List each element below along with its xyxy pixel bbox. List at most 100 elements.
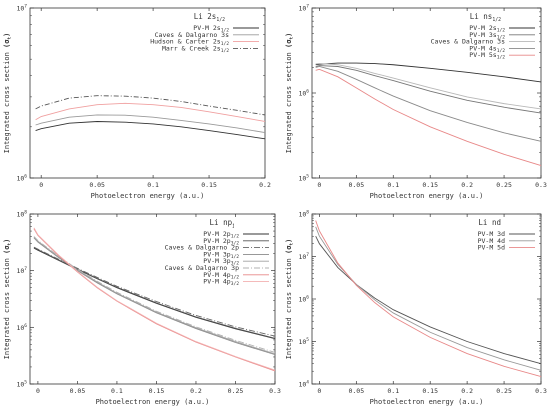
series-line (33, 227, 276, 371)
y-tick-label: 108 (298, 210, 309, 219)
legend-entry: PV-M 3d (478, 230, 505, 238)
x-tick-label: 0.15 (201, 181, 217, 189)
x-tick-label: 0.05 (70, 387, 86, 395)
legend-entry: PV-M 4d (478, 237, 505, 245)
x-tick-label: 0.1 (387, 181, 399, 189)
legend-entry: PV-M 3p3/2 (203, 257, 239, 267)
x-tick-label: 0.25 (496, 387, 512, 395)
y-tick-label: 107 (298, 252, 309, 261)
x-axis-label: Photoelectron energy (a.u.) (91, 192, 205, 200)
x-tick-label: 0.25 (228, 387, 244, 395)
x-tick-label: 0.05 (89, 181, 105, 189)
y-axis-label: Integrated cross section (σt) (285, 239, 295, 360)
x-axis-label: Photoelectron energy (a.u.) (370, 192, 484, 200)
legend-entry: PV-M 3p1/2 (203, 250, 239, 260)
y-tick-label: 105 (298, 174, 309, 183)
panel-1: 0 0.05 0.1 0.15 0.2 106 107 Photoelectron energ… (3, 4, 271, 201)
legend-entry: PV-M 4p3/2 (203, 278, 239, 288)
y-tick-label: 107 (16, 4, 27, 13)
legend-entry: Caves & Dalgarno 3s (155, 31, 229, 39)
series-line (315, 220, 542, 377)
x-tick-label: 0 (317, 181, 321, 189)
series-line (33, 246, 276, 337)
x-tick-label: 0.2 (461, 387, 473, 395)
series-line (33, 236, 276, 353)
panel-4: 0 0.05 0.1 0.15 0.2 0.25 0.3 104 105 106 107 108 Pho… (285, 210, 547, 407)
legend-entry: PV-M 2s1/2 (193, 24, 229, 34)
series-line (315, 62, 542, 83)
x-tick-label: 0.2 (461, 181, 473, 189)
x-tick-label: 0.1 (111, 387, 123, 395)
legend-entry: PV-M 2s1/2 (469, 24, 505, 34)
legend-entry: PV-M 3s1/2 (469, 31, 505, 41)
x-tick-label: 0 (36, 387, 40, 395)
x-tick-label: 0.2 (259, 181, 271, 189)
x-tick-label: 0.15 (422, 181, 438, 189)
panel-title: Li nd (478, 218, 501, 227)
legend-entry: Caves & Dalgarno 2p (165, 244, 239, 252)
y-tick-label: 105 (298, 337, 309, 346)
x-tick-label: 0.15 (149, 387, 165, 395)
x-tick-label: 0.3 (535, 181, 547, 189)
x-axis-label: Photoelectron energy (a.u.) (370, 398, 484, 406)
panel-title: Li 2s1/2 (194, 12, 225, 23)
x-tick-label: 0.05 (348, 387, 364, 395)
legend-entry: Hudson & Carter 2s1/2 (150, 38, 229, 48)
x-tick-label: 0 (39, 181, 43, 189)
legend-entry: PV-M 5s1/2 (469, 51, 505, 61)
series-line (33, 236, 276, 355)
x-tick-label: 0.1 (387, 387, 399, 395)
y-tick-label: 107 (298, 4, 309, 13)
y-axis-label: Integrated cross section (σt) (285, 33, 295, 154)
x-axis-label: Photoelectron energy (a.u.) (96, 398, 210, 406)
y-tick-label: 108 (16, 210, 27, 219)
legend-entry: PV-M 5d (478, 244, 505, 252)
series-line (315, 226, 542, 371)
series-line (315, 66, 542, 142)
legend-entry: PV-M 2p3/2 (203, 237, 239, 247)
y-tick-label: 106 (16, 174, 27, 183)
plot-frame (311, 7, 542, 179)
y-tick-label: 106 (298, 295, 309, 304)
legend-entry: Caves & Dalgarno 3s (431, 38, 505, 46)
panel-3: 0 0.05 0.1 0.15 0.2 0.25 0.3 105 106 107 108 Photoe… (3, 210, 281, 407)
x-tick-label: 0.15 (422, 387, 438, 395)
y-tick-label: 105 (16, 380, 27, 389)
x-tick-label: 0.05 (348, 181, 364, 189)
x-tick-label: 0.3 (535, 387, 547, 395)
legend-entry: PV-M 2p1/2 (203, 230, 239, 240)
series-line (35, 121, 266, 140)
series-line (315, 236, 542, 365)
y-axis-label: Integrated cross section (σt) (3, 239, 13, 360)
y-tick-label: 107 (16, 266, 27, 275)
x-tick-label: 0.25 (496, 181, 512, 189)
x-tick-label: 0 (317, 387, 321, 395)
plot-frame (29, 7, 266, 179)
series-line (33, 247, 276, 339)
legend-entry: Marr & Creek 2s1/2 (162, 44, 229, 54)
series-line (33, 237, 276, 356)
plot-frame (29, 213, 276, 385)
legend-entry: Caves & Dalgarno 3p (165, 264, 239, 272)
x-tick-label: 0.3 (269, 387, 281, 395)
x-tick-label: 0.1 (147, 181, 159, 189)
y-tick-label: 104 (298, 380, 309, 389)
series-line (35, 95, 266, 116)
series-line (35, 114, 266, 134)
series-line (315, 65, 542, 114)
plot-frame (311, 213, 542, 385)
series-line (315, 68, 542, 167)
y-tick-label: 106 (16, 323, 27, 332)
legend-entry: PV-M 4p1/2 (203, 271, 239, 281)
legend-entry: PV-M 4s1/2 (469, 44, 505, 54)
series-line (35, 102, 266, 122)
x-tick-label: 0.2 (190, 387, 202, 395)
panel-2: 0 0.05 0.1 0.15 0.2 0.25 0.3 105 106 107 Photoelec… (285, 4, 547, 201)
series-line (315, 62, 542, 110)
panel-title: Li npj (210, 218, 235, 229)
